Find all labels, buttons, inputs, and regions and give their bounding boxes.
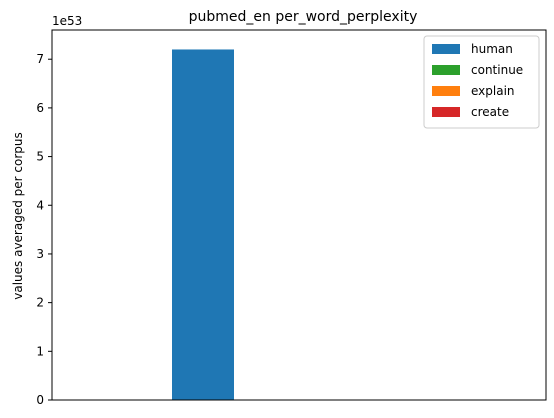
legend-swatch-create — [432, 107, 460, 117]
y-tick-label: 1 — [36, 344, 44, 358]
legend-swatch-explain — [432, 86, 460, 96]
legend-label-human: human — [471, 42, 513, 56]
y-tick-label: 2 — [36, 296, 44, 310]
chart-title: pubmed_en per_word_perplexity — [189, 9, 418, 25]
legend-label-continue: continue — [471, 63, 523, 77]
y-axis-label: values averaged per corpus — [11, 132, 25, 300]
y-tick-label: 5 — [36, 150, 44, 164]
y-tick-label: 3 — [36, 247, 44, 261]
legend-swatch-human — [432, 44, 460, 54]
plot-frame — [51, 29, 547, 401]
y-axis-offset-label: 1e53 — [52, 14, 82, 28]
legend-swatch-continue — [432, 65, 460, 75]
legend-label-create: create — [471, 105, 509, 119]
y-tick-label: 6 — [36, 101, 44, 115]
bar-human — [172, 49, 234, 400]
bars-group — [172, 49, 234, 400]
legend-label-explain: explain — [471, 84, 515, 98]
y-tick-label: 0 — [36, 393, 44, 407]
legend: human continue explain create — [423, 35, 540, 129]
y-tick-label: 4 — [36, 198, 44, 212]
y-axis-ticks: 0 1 2 3 4 5 6 7 — [36, 52, 52, 407]
y-tick-label: 7 — [36, 52, 44, 66]
legend-box — [423, 35, 540, 129]
